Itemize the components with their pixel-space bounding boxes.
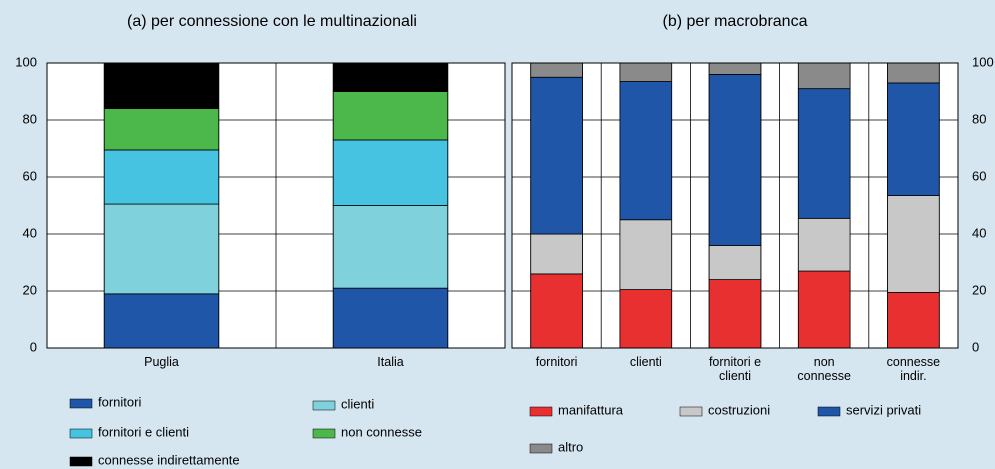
bar-segment: [619, 62, 673, 82]
bar-segment: [887, 82, 940, 196]
bar-segment: [887, 62, 940, 84]
bar-segment: [708, 62, 762, 75]
legend-label: non connesse: [341, 424, 422, 439]
bar-segment: [887, 195, 940, 293]
y-tick-label: 40: [972, 225, 986, 240]
y-tick-label: 100: [15, 54, 37, 69]
chart-title: (b) per macrobranca: [663, 13, 808, 30]
y-tick-label: 20: [23, 282, 37, 297]
legend-swatch: [69, 456, 93, 467]
legend-swatch: [529, 406, 553, 417]
bar-segment: [708, 244, 762, 280]
legend-swatch: [817, 406, 841, 417]
bar-segment: [530, 273, 583, 349]
legend-swatch: [69, 398, 93, 409]
bar-segment: [797, 270, 851, 349]
legend-label: connesse indirettamente: [98, 452, 240, 467]
bar-segment: [530, 76, 583, 235]
legend-swatch: [69, 428, 93, 439]
legend-label: fornitori e clienti: [98, 424, 189, 439]
bar-segment: [887, 292, 940, 349]
x-tick-label: clienti: [629, 355, 662, 369]
legend-label: servizi privati: [846, 402, 921, 417]
y-tick-label: 60: [972, 168, 986, 183]
legend-label: costruzioni: [708, 402, 770, 417]
x-tick-label: fornitori: [535, 355, 578, 369]
legend-label: altro: [558, 439, 583, 454]
bar-segment: [619, 289, 673, 349]
bar-segment: [332, 287, 449, 349]
legend-label: clienti: [341, 396, 374, 411]
bar-segment: [103, 108, 220, 151]
legend-label: fornitori: [98, 394, 141, 409]
legend-swatch: [312, 400, 336, 411]
bar-segment: [797, 217, 851, 272]
bar-segment: [797, 62, 851, 90]
x-tick-label: non connesse: [797, 355, 851, 383]
bar-segment: [619, 81, 673, 221]
bar-segment: [332, 139, 449, 206]
legend-swatch: [529, 443, 553, 454]
bar-segment: [708, 74, 762, 246]
bar-segment: [332, 91, 449, 141]
bar-segment: [619, 219, 673, 290]
bar-segment: [708, 279, 762, 349]
y-tick-label: 80: [23, 111, 37, 126]
bar-segment: [332, 62, 449, 92]
y-tick-label: 40: [23, 225, 37, 240]
legend-swatch: [312, 428, 336, 439]
bar-segment: [332, 205, 449, 289]
bar-segment: [103, 149, 220, 205]
y-tick-label: 80: [972, 111, 986, 126]
bar-segment: [103, 62, 220, 109]
x-tick-label: Puglia: [144, 355, 179, 369]
bar-segment: [797, 88, 851, 219]
bar-segment: [530, 233, 583, 275]
y-tick-label: 0: [30, 339, 37, 354]
y-tick-label: 20: [972, 282, 986, 297]
x-tick-label: connesse indir.: [886, 355, 941, 383]
chart-title: (a) per connessione con le multinazional…: [127, 13, 417, 30]
plot-frame: [511, 62, 959, 349]
y-tick-label: 100: [972, 54, 994, 69]
y-tick-label: 60: [23, 168, 37, 183]
plot-frame: [46, 62, 506, 349]
bar-segment: [103, 293, 220, 349]
y-tick-label: 0: [972, 339, 979, 354]
x-tick-label: fornitori e clienti: [708, 355, 762, 383]
legend-swatch: [679, 406, 703, 417]
legend-label: manifattura: [558, 402, 624, 417]
x-tick-label: Italia: [377, 355, 404, 369]
bar-segment: [103, 203, 220, 295]
bar-segment: [530, 62, 583, 78]
